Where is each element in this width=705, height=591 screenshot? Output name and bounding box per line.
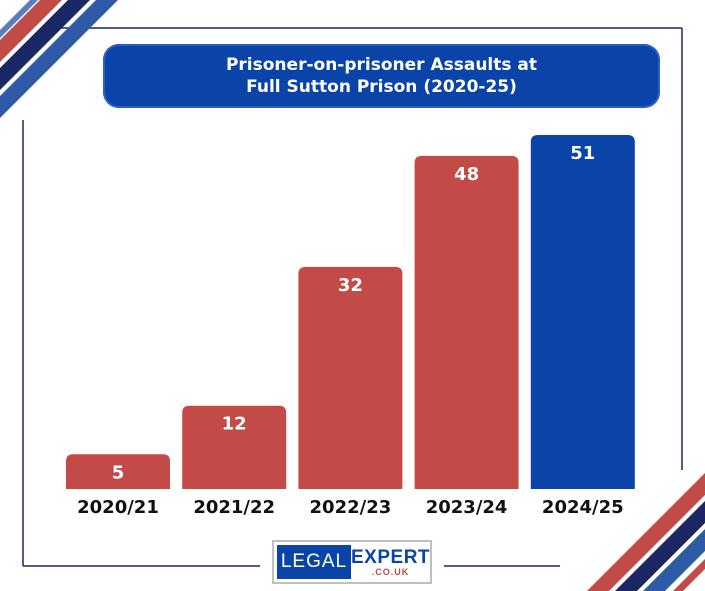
corner-stripes-top-left xyxy=(0,0,118,118)
chart-title: Prisoner-on-prisoner Assaults at Full Su… xyxy=(103,44,660,108)
x-tick-label: 2022/23 xyxy=(310,497,392,518)
logo-expert-text: EXPERT xyxy=(351,546,431,568)
logo-legal-text: LEGAL xyxy=(277,545,351,579)
legal-expert-logo: LEGAL EXPERT .CO.UK xyxy=(272,540,432,584)
bar-2022-23 xyxy=(298,266,403,489)
data-label: 48 xyxy=(454,164,479,185)
x-tick-label: 2020/21 xyxy=(77,497,159,518)
data-label: 32 xyxy=(338,275,363,296)
bar-2021-22 xyxy=(182,405,287,489)
corner-stripes-bottom-right xyxy=(587,473,705,591)
x-tick-label: 2021/22 xyxy=(193,497,275,518)
x-tick-label: 2024/25 xyxy=(542,497,624,518)
bar-2023-24 xyxy=(414,155,519,489)
logo-domain-text: .CO.UK xyxy=(371,566,410,577)
chart-title-line-1: Prisoner-on-prisoner Assaults at xyxy=(225,55,538,75)
chart-title-line-2: Full Sutton Prison (2020-25) xyxy=(246,77,517,97)
logo-expert-block: EXPERT .CO.UK xyxy=(351,545,430,579)
x-tick-label: 2023/24 xyxy=(426,497,508,518)
data-label: 5 xyxy=(112,462,125,483)
bar-2020-21 xyxy=(66,454,170,489)
bar-chart: 5 2020/21 12 2021/22 32 2022/23 48 2023/24 51 202… xyxy=(66,135,635,518)
data-label: 51 xyxy=(570,143,595,164)
data-label: 12 xyxy=(222,414,247,435)
bar-2024-25 xyxy=(530,135,635,489)
